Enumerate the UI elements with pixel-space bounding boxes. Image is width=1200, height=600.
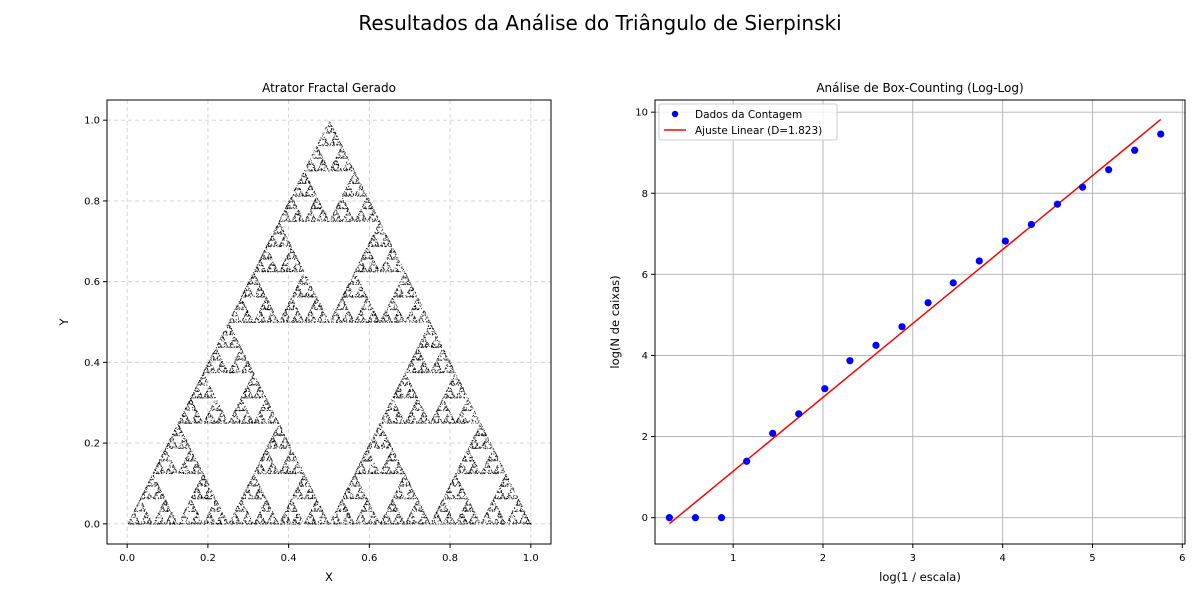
data-point	[872, 341, 880, 349]
box-counting-chart: 1 2 3 4 5 6 0 2 4 6 8 10 Análise de Box-Counting (L…	[608, 81, 1186, 584]
ax1-y-tick-label: 0.6	[84, 277, 100, 288]
data-point	[1001, 237, 1009, 245]
data-point	[743, 457, 751, 465]
data-point	[949, 279, 957, 287]
data-point	[846, 357, 854, 365]
ax2-x-tick-label: 3	[910, 553, 916, 564]
box-counting-x-axis-label: log(1 / escala)	[879, 570, 961, 584]
sierpinski-points	[128, 121, 532, 525]
ax1-x-tick-label: 0.6	[361, 553, 377, 564]
data-point	[975, 257, 983, 265]
data-point	[769, 429, 777, 437]
ax1-y-tick-label: 0.0	[84, 519, 100, 530]
data-point	[1105, 166, 1113, 174]
legend-label-linear-fit: Ajuste Linear (D=1.823)	[695, 125, 822, 137]
ax2-y-tick-label: 8	[642, 189, 648, 200]
legend-marker-data-points	[671, 110, 679, 118]
sierpinski-attractor	[128, 121, 532, 525]
ax1-y-tick-label: 0.2	[84, 439, 100, 450]
data-point	[717, 514, 726, 522]
data-point	[1053, 200, 1062, 208]
data-point	[665, 514, 673, 522]
data-point	[1078, 183, 1087, 191]
data-point	[821, 385, 829, 393]
box-counting-plot-area	[665, 118, 1165, 525]
ax1-y-tick-label: 0.4	[84, 358, 100, 369]
data-point	[1027, 220, 1035, 229]
fractal-attractor-chart: 0.0 0.2 0.4 0.6 0.8 1.0 0.0 0.2 0.4 0.6 0.8 1.0 Atr…	[57, 81, 552, 584]
ax2-y-tick-label: 10	[635, 108, 648, 119]
fractal-ticks: 0.0 0.2 0.4 0.6 0.8 1.0 0.0 0.2 0.4 0.6 0.8 1.0	[84, 116, 539, 564]
ax1-x-tick-label: 1.0	[523, 553, 539, 564]
legend-box	[658, 103, 838, 141]
data-point	[1131, 146, 1139, 154]
legend-label-data-points: Dados da Contagem	[695, 109, 802, 121]
data-point	[924, 299, 932, 307]
fractal-axes-frame	[106, 99, 552, 545]
ax2-y-tick-label: 6	[642, 270, 648, 281]
ax1-y-tick-label: 0.8	[84, 196, 100, 207]
box-counting-grid	[655, 100, 1185, 544]
fractal-x-axis-label: X	[325, 570, 333, 584]
ax2-x-tick-label: 4	[999, 553, 1005, 564]
legend: Dados da Contagem Ajuste Linear (D=1.823…	[658, 103, 838, 141]
fractal-chart-title: Atrator Fractal Gerado	[262, 81, 396, 95]
ax1-x-tick-label: 0.4	[281, 553, 297, 564]
ax1-x-tick-label: 0.0	[119, 553, 135, 564]
ax2-y-tick-label: 2	[642, 432, 648, 443]
box-counting-chart-title: Análise de Box-Counting (Log-Log)	[816, 81, 1023, 95]
box-counting-ticks: 1 2 3 4 5 6 0 2 4 6 8 10	[635, 108, 1185, 564]
data-point	[1157, 130, 1165, 138]
box-counting-axes-frame	[654, 99, 1186, 545]
box-counting-y-axis-label: log(N de caixas)	[608, 275, 622, 368]
ax2-x-tick-label: 2	[820, 553, 826, 564]
ax2-x-tick-label: 5	[1089, 553, 1095, 564]
ax2-y-tick-label: 4	[642, 351, 648, 362]
data-point	[898, 323, 906, 331]
ax1-x-tick-label: 0.8	[442, 553, 458, 564]
ax2-x-tick-label: 1	[730, 553, 736, 564]
figure-title: Resultados da Análise do Triângulo de Si…	[358, 11, 841, 35]
data-point	[691, 514, 700, 522]
ax1-y-tick-label: 1.0	[84, 116, 100, 127]
ax1-x-tick-label: 0.2	[200, 553, 216, 564]
linear-fit-line	[668, 118, 1162, 525]
fractal-y-axis-label: Y	[57, 318, 71, 327]
ax2-y-tick-label: 0	[642, 513, 648, 524]
data-point	[795, 410, 803, 418]
ax2-x-tick-label: 6	[1179, 553, 1185, 564]
